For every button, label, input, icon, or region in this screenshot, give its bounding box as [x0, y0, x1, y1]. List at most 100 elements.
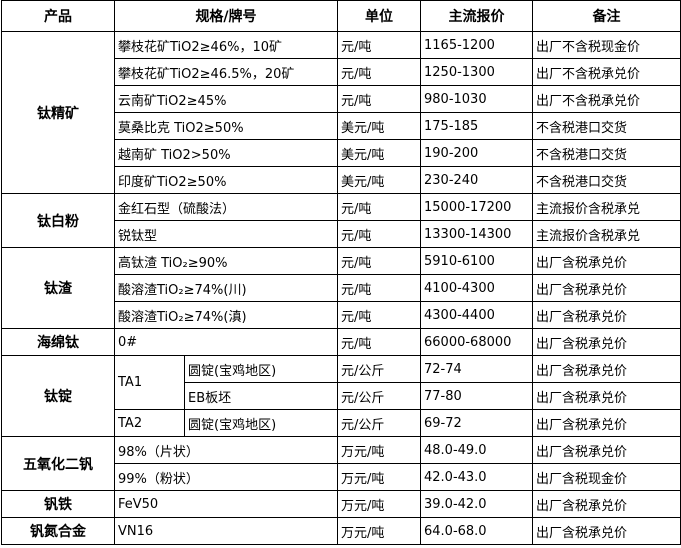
header-cell: 单位	[337, 0, 421, 32]
price-cell: 4300-4400	[420, 301, 533, 329]
spec-cell: 酸溶渣TiO₂≥74%(川)	[114, 274, 338, 302]
note-cell: 主流报价含税承兑	[532, 220, 681, 248]
price-cell: 175-185	[420, 112, 533, 140]
note-cell: 出厂含税承兑价	[532, 247, 681, 275]
table-row: 海绵钛 0# 元/吨 66000-68000 出厂含税承兑价	[1, 328, 681, 356]
price-cell: 42.0-43.0	[420, 463, 533, 491]
unit-cell: 万元/吨	[337, 436, 421, 464]
spec-cell: 圆锭(宝鸡地区)	[184, 355, 338, 383]
spec-cell: 锐钛型	[114, 220, 338, 248]
spec-cell: EB板坯	[184, 382, 338, 410]
spec-cell: 攀枝花矿TiO2≥46%，10矿	[114, 31, 338, 59]
table-row: 钛白粉 金红石型（硫酸法） 元/吨 15000-17200 主流报价含税承兑	[1, 193, 681, 248]
spec-cell: 印度矿TiO2≥50%	[114, 166, 338, 194]
note-cell: 出厂含税承兑价	[532, 355, 681, 383]
note-cell: 出厂含税承兑价	[532, 274, 681, 302]
price-cell: 4100-4300	[420, 274, 533, 302]
unit-cell: 元/吨	[337, 247, 421, 275]
unit-cell: 元/公斤	[337, 382, 421, 410]
table-row: 锐钛型 元/吨 13300-14300 主流报价含税承兑	[2, 220, 681, 248]
table-row: 莫桑比克 TiO2≥50% 美元/吨 175-185 不含税港口交货	[2, 112, 681, 140]
header-cell: 主流报价	[420, 0, 533, 32]
table-row: 云南矿TiO2≥45% 元/吨 980-1030 出厂不含税承兑价	[2, 85, 681, 113]
note-cell: 出厂含税承兑价	[532, 382, 681, 410]
price-cell: 69-72	[420, 409, 533, 437]
spec-cell: 莫桑比克 TiO2≥50%	[114, 112, 338, 140]
unit-cell: 元/吨	[337, 220, 421, 248]
table-row: 越南矿 TiO2>50% 美元/吨 190-200 不含税港口交货	[2, 139, 681, 167]
unit-cell: 元/吨	[337, 193, 421, 221]
unit-cell: 万元/吨	[337, 517, 421, 545]
product-cell: 钒氮合金	[1, 517, 115, 545]
spec-cell: 酸溶渣TiO₂≥74%(滇)	[114, 301, 338, 329]
price-cell: 980-1030	[420, 85, 533, 113]
note-cell: 出厂含税承兑价	[532, 517, 681, 545]
note-cell: 主流报价含税承兑	[532, 193, 681, 221]
price-cell: 230-240	[420, 166, 533, 194]
unit-cell: 万元/吨	[337, 463, 421, 491]
price-cell: 15000-17200	[420, 193, 533, 221]
header-row: 产品 规格/牌号 单位 主流报价 备注	[1, 0, 681, 32]
price-cell: 66000-68000	[420, 328, 533, 356]
unit-cell: 元/吨	[337, 301, 421, 329]
note-cell: 出厂含税承兑价	[532, 328, 681, 356]
spec-cell: FeV50	[114, 490, 338, 518]
grade-cell: TA1	[114, 355, 185, 410]
unit-cell: 美元/吨	[337, 166, 421, 194]
unit-cell: 美元/吨	[337, 139, 421, 167]
unit-cell: 元/公斤	[337, 409, 421, 437]
table-row: 酸溶渣TiO₂≥74%(川) 元/吨 4100-4300 出厂含税承兑价	[2, 274, 681, 302]
price-cell: 13300-14300	[420, 220, 533, 248]
spec-cell: 98%（片状）	[114, 436, 338, 464]
product-cell: 钛精矿	[1, 31, 115, 194]
price-cell: 48.0-49.0	[420, 436, 533, 464]
header-cell: 规格/牌号	[114, 0, 338, 32]
spec-cell: 0#	[114, 328, 338, 356]
price-cell: 64.0-68.0	[420, 517, 533, 545]
note-cell: 出厂含税承兑价	[532, 301, 681, 329]
price-cell: 190-200	[420, 139, 533, 167]
note-cell: 出厂含税承兑价	[532, 490, 681, 518]
unit-cell: 万元/吨	[337, 490, 421, 518]
product-cell: 钛锭	[1, 355, 115, 437]
table-row: 酸溶渣TiO₂≥74%(滇) 元/吨 4300-4400 出厂含税承兑价	[2, 301, 681, 329]
table-row: 99%（粉状） 万元/吨 42.0-43.0 出厂含税现金价	[2, 463, 681, 491]
price-cell: 72-74	[420, 355, 533, 383]
unit-cell: 元/公斤	[337, 355, 421, 383]
table-row: 印度矿TiO2≥50% 美元/吨 230-240 不含税港口交货	[2, 166, 681, 194]
price-cell: 77-80	[420, 382, 533, 410]
spec-cell: 高钛渣 TiO₂≥90%	[114, 247, 338, 275]
spec-cell: 云南矿TiO2≥45%	[114, 85, 338, 113]
table-row: 钛精矿 攀枝花矿TiO2≥46%，10矿 元/吨 1165-1200 出厂不含税现金价	[1, 31, 681, 194]
unit-cell: 元/吨	[337, 328, 421, 356]
spec-cell: 圆锭(宝鸡地区)	[184, 409, 338, 437]
price-cell: 5910-6100	[420, 247, 533, 275]
unit-cell: 美元/吨	[337, 112, 421, 140]
unit-cell: 元/吨	[337, 85, 421, 113]
grade-cell: TA2	[114, 409, 185, 437]
spec-cell: 金红石型（硫酸法）	[114, 193, 338, 221]
note-cell: 出厂不含税现金价	[532, 31, 681, 59]
note-cell: 不含税港口交货	[532, 112, 681, 140]
product-cell: 钛渣	[1, 247, 115, 329]
unit-cell: 元/吨	[337, 274, 421, 302]
table-row: 钒氮合金 VN16 万元/吨 64.0-68.0 出厂含税承兑价	[1, 517, 681, 545]
note-cell: 出厂不含税承兑价	[532, 58, 681, 86]
note-cell: 出厂含税现金价	[532, 463, 681, 491]
note-cell: 出厂含税承兑价	[532, 409, 681, 437]
spec-cell: 99%（粉状）	[114, 463, 338, 491]
header-cell: 备注	[532, 0, 681, 32]
note-cell: 出厂含税承兑价	[532, 436, 681, 464]
header-cell: 产品	[1, 0, 115, 32]
table-row: 钛渣 高钛渣 TiO₂≥90% 元/吨 5910-6100 出厂含税承兑价	[1, 247, 681, 329]
product-cell: 五氧化二钒	[1, 436, 115, 491]
table-row: 钛锭 TA1 圆锭(宝鸡地区) 元/公斤 72-74 出厂含税承兑价	[1, 355, 681, 437]
table-row: 攀枝花矿TiO2≥46.5%，20矿 元/吨 1250-1300 出厂不含税承兑价	[2, 58, 681, 86]
spec-cell: 越南矿 TiO2>50%	[114, 139, 338, 167]
price-cell: 39.0-42.0	[420, 490, 533, 518]
product-cell: 钛白粉	[1, 193, 115, 248]
unit-cell: 元/吨	[337, 58, 421, 86]
note-cell: 不含税港口交货	[532, 139, 681, 167]
